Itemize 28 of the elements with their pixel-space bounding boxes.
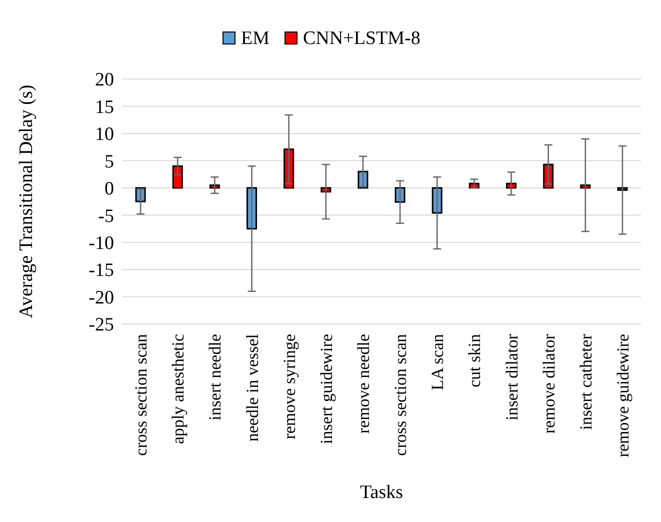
legend-label: EM xyxy=(241,28,270,49)
x-tick-label: insert guidewire xyxy=(316,334,336,444)
y-tick-label: 0 xyxy=(104,178,114,200)
x-tick-label: cross section scan xyxy=(391,334,410,456)
x-tick-label: cross section scan xyxy=(132,334,151,456)
y-tick-label: -5 xyxy=(98,206,114,227)
y-tick-label: 10 xyxy=(95,124,114,146)
y-tick-label: -15 xyxy=(88,260,114,282)
x-tick-label: remove syringe xyxy=(280,334,299,440)
x-tick-label: insert dilator xyxy=(502,334,522,420)
x-tick-label: remove needle xyxy=(354,334,373,434)
y-axis-title: Average Transitional Delay (s) xyxy=(16,84,37,318)
x-tick-label: remove dilator xyxy=(539,334,558,434)
x-axis-title: Tasks xyxy=(360,482,404,503)
y-tick-label: 15 xyxy=(95,96,114,118)
y-tick-label: -25 xyxy=(88,314,114,336)
x-tick-label: remove guidewire xyxy=(613,334,632,458)
x-tick-label: insert catheter xyxy=(576,334,596,430)
legend-label: CNN+LSTM-8 xyxy=(303,28,420,49)
x-tick-label: LA scan xyxy=(428,334,448,390)
y-tick-label: 20 xyxy=(95,70,114,91)
x-tick-label: cut skin xyxy=(465,334,484,388)
y-tick-label: -10 xyxy=(88,232,114,254)
x-tick-label: needle in vessel xyxy=(242,334,262,442)
x-tick-label: apply anesthetic xyxy=(168,334,188,444)
x-tick-label: insert needle xyxy=(206,334,225,420)
y-tick-label: -20 xyxy=(88,287,114,308)
y-tick-label: 5 xyxy=(104,151,114,172)
